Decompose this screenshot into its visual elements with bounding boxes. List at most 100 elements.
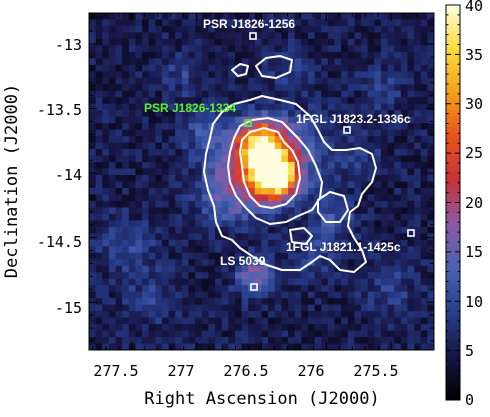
map-pixel: [301, 168, 309, 176]
map-pixel: [387, 25, 395, 34]
map-pixel: [288, 311, 296, 319]
map-pixel: [201, 19, 210, 27]
map-pixel: [201, 97, 210, 105]
map-pixel: [268, 213, 276, 221]
map-pixel: [321, 181, 329, 189]
map-pixel: [155, 220, 163, 228]
map-pixel: [374, 213, 382, 221]
map-pixel: [181, 175, 190, 183]
x-tick-label: 275.5: [353, 362, 398, 380]
map-pixel: [135, 25, 143, 34]
map-pixel: [327, 272, 336, 280]
map-pixel: [407, 272, 415, 280]
map-pixel: [367, 298, 375, 306]
map-pixel: [254, 38, 263, 46]
map-pixel: [420, 233, 428, 241]
map-pixel: [400, 123, 409, 131]
map-pixel: [341, 278, 349, 286]
map-pixel: [135, 265, 143, 273]
map-pixel: [274, 337, 282, 345]
map-pixel: [95, 181, 103, 189]
map-pixel: [400, 25, 409, 34]
label-ls-5039: LS 5039: [220, 254, 266, 268]
map-pixel: [201, 324, 210, 332]
map-pixel: [327, 77, 336, 85]
map-pixel: [394, 265, 402, 273]
x-tick-label: 276.5: [223, 362, 268, 380]
map-pixel: [341, 84, 349, 92]
y-axis-title: Declination (J2000): [2, 84, 22, 278]
map-pixel: [361, 136, 369, 144]
map-pixel: [387, 207, 395, 215]
map-pixel: [241, 324, 249, 332]
map-pixel: [394, 155, 402, 163]
map-pixel: [334, 38, 342, 46]
map-pixel: [407, 168, 415, 176]
map-pixel: [307, 317, 316, 325]
map-pixel: [115, 330, 123, 338]
map-pixel: [387, 123, 395, 131]
map-pixel: [135, 285, 143, 293]
map-pixel: [341, 168, 349, 176]
map-pixel: [394, 123, 402, 131]
map-pixel: [148, 168, 156, 176]
map-pixel: [380, 155, 389, 163]
map-pixel: [108, 285, 117, 293]
map-pixel: [314, 90, 322, 98]
map-pixel: [188, 239, 196, 247]
map-pixel: [89, 116, 97, 124]
map-pixel: [327, 90, 336, 98]
map-pixel: [341, 45, 349, 53]
map-pixel: [221, 226, 229, 234]
map-pixel: [128, 149, 137, 157]
map-pixel: [115, 304, 123, 312]
map-pixel: [341, 13, 349, 21]
map-pixel: [380, 278, 389, 286]
map-pixel: [135, 343, 143, 350]
map-pixel: [161, 265, 170, 273]
map-pixel: [161, 343, 170, 350]
map-pixel: [347, 84, 355, 92]
map-pixel: [208, 252, 216, 260]
map-pixel: [175, 155, 183, 163]
map-pixel: [281, 13, 289, 21]
map-pixel: [215, 330, 223, 338]
map-pixel: [400, 129, 409, 137]
map-pixel: [281, 311, 289, 319]
map-pixel: [215, 239, 223, 247]
map-pixel: [135, 97, 143, 105]
map-pixel: [108, 162, 117, 170]
map-pixel: [301, 252, 309, 260]
map-pixel: [128, 38, 137, 46]
map-pixel: [261, 142, 269, 150]
map-pixel: [254, 194, 263, 202]
map-pixel: [195, 246, 203, 254]
map-pixel: [288, 187, 296, 196]
map-pixel: [394, 32, 402, 40]
map-pixel: [268, 304, 276, 312]
map-pixel: [181, 181, 190, 189]
map-pixel: [281, 175, 289, 183]
map-pixel: [268, 272, 276, 280]
map-pixel: [241, 168, 249, 176]
map-pixel: [102, 116, 110, 124]
map-pixel: [201, 123, 210, 131]
map-pixel: [327, 155, 336, 163]
map-pixel: [374, 136, 382, 144]
map-pixel: [374, 142, 382, 150]
map-pixel: [427, 116, 434, 124]
map-pixel: [367, 337, 375, 345]
map-pixel: [135, 200, 143, 209]
map-pixel: [394, 25, 402, 34]
map-pixel: [102, 97, 110, 105]
map-pixel: [307, 38, 316, 46]
map-pixel: [135, 291, 143, 299]
map-pixel: [148, 304, 156, 312]
map-pixel: [414, 324, 422, 332]
map-pixel: [400, 116, 409, 124]
map-pixel: [221, 71, 229, 79]
map-pixel: [414, 162, 422, 170]
map-pixel: [281, 110, 289, 118]
map-pixel: [374, 38, 382, 46]
map-pixel: [122, 272, 130, 280]
